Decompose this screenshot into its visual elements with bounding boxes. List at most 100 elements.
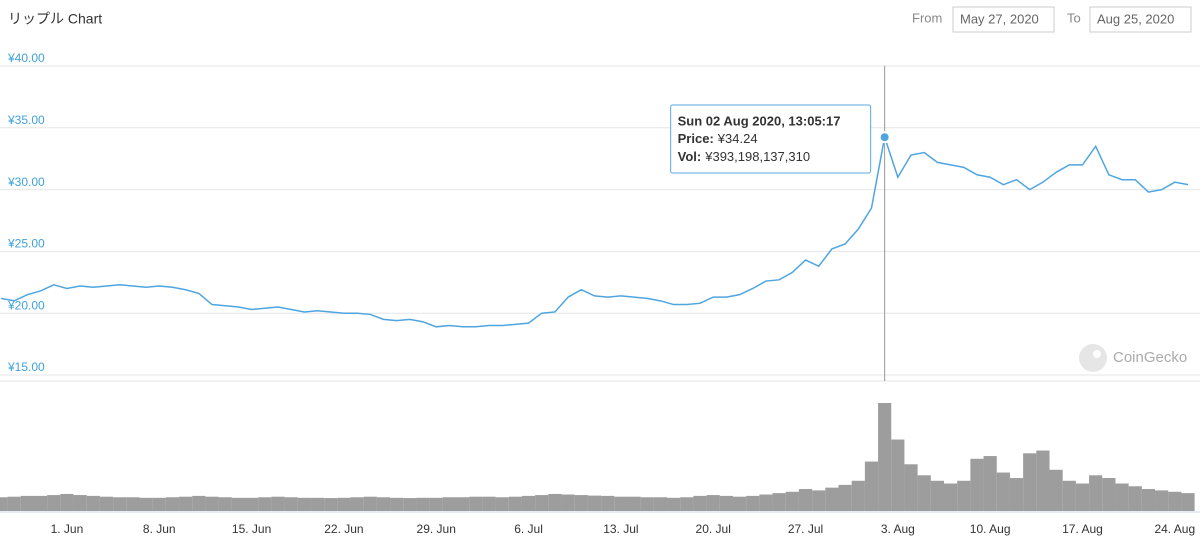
volume-bar (152, 497, 166, 511)
from-date[interactable]: May 27, 2020 (960, 11, 1039, 26)
volume-bar (878, 403, 892, 511)
volume-bar (627, 496, 641, 511)
volume-bar (73, 495, 87, 511)
volume-bar (917, 475, 931, 511)
volume-bar (812, 490, 826, 511)
tooltip: Sun 02 Aug 2020, 13:05:17 Price: ¥34.24 Vol… (670, 104, 872, 174)
volume-bar (1089, 475, 1103, 511)
volume-bar (429, 497, 443, 511)
volume-bar (930, 480, 945, 511)
x-tick-label: 27. Jul (788, 522, 823, 536)
volume-bar (667, 497, 681, 511)
x-tick-label: 20. Jul (696, 522, 731, 536)
volume-bar (983, 456, 997, 511)
volume-bar (416, 497, 430, 511)
x-tick-label: 29. Jun (417, 522, 456, 536)
volume-bar (719, 495, 733, 511)
volume-bar (574, 495, 588, 511)
volume-bar (1036, 450, 1050, 511)
volume-bar (33, 495, 48, 511)
volume-bar (113, 497, 127, 511)
x-tick-label: 1. Jun (51, 522, 84, 536)
volume-bar (1102, 478, 1116, 511)
volume-bar (1009, 478, 1024, 511)
volume-bar (1141, 489, 1156, 511)
volume-bar (271, 496, 285, 511)
tooltip-title: Sun 02 Aug 2020, 13:05:17 (678, 113, 841, 128)
volume-bar (1128, 486, 1142, 511)
volume-bar (0, 497, 8, 511)
volume-bar (205, 496, 219, 511)
tooltip-row-label: Vol: (678, 149, 702, 164)
x-tick-label: 15. Jun (232, 522, 271, 536)
volume-bar (1023, 453, 1037, 511)
volume-bar (746, 495, 760, 511)
from-input[interactable] (952, 6, 1055, 33)
from-label: From (912, 10, 942, 25)
tooltip-row-value: ¥34.24 (717, 131, 758, 146)
volume-bar (957, 480, 971, 511)
tooltip-row-value: ¥393,198,137,310 (704, 149, 810, 164)
volume-bar (20, 495, 34, 511)
volume-bar (310, 497, 325, 511)
watermark-text: CoinGecko (1113, 349, 1187, 366)
volume-bar (258, 497, 272, 511)
tooltip-row: Price: ¥34.24 (678, 131, 758, 146)
x-tick-label: 24. Aug (1154, 522, 1195, 536)
volume-bar (653, 497, 668, 511)
volume-bar (7, 496, 21, 511)
y-tick-label: ¥25.00 (7, 237, 45, 251)
volume-bar (244, 497, 259, 511)
watermark: CoinGecko (1079, 344, 1187, 372)
volume-bar (508, 496, 522, 511)
y-tick-label: ¥35.00 (7, 113, 45, 127)
y-tick-label: ¥40.00 (7, 51, 45, 65)
volume-bar (218, 497, 232, 511)
tooltip-row-label: Price: (678, 131, 714, 146)
volume-bar (772, 493, 786, 511)
x-tick-label: 10. Aug (970, 522, 1011, 536)
volume-bar (944, 483, 958, 511)
volume-bar (904, 464, 918, 511)
volume-bar (390, 497, 404, 511)
volume-bar (1181, 493, 1195, 511)
volume-bar (126, 497, 140, 511)
volume-bar (587, 495, 602, 511)
volume-bar (640, 497, 654, 511)
volume-bar (1155, 490, 1169, 511)
y-tick-label: ¥30.00 (7, 175, 45, 189)
volume-bar (891, 439, 905, 511)
volume-bar (732, 496, 747, 511)
volume-bar (403, 498, 417, 511)
volume-bar (561, 494, 575, 511)
x-tick-label: 6. Jul (514, 522, 543, 536)
to-input[interactable] (1089, 6, 1192, 33)
volume-bar (60, 493, 74, 511)
x-tick-label: 13. Jul (603, 522, 638, 536)
volume-bar (495, 497, 509, 511)
volume-bar (521, 495, 536, 511)
volume-bar (851, 480, 865, 511)
chart-title: リップル Chart (8, 11, 102, 27)
volume-bars (0, 403, 1195, 511)
x-tick-label: 3. Aug (881, 522, 915, 536)
y-tick-label: ¥15.00 (7, 360, 45, 374)
x-tick-label: 8. Jun (143, 522, 176, 536)
volume-bar (1049, 469, 1063, 511)
volume-bar (706, 495, 720, 511)
volume-bar (1168, 491, 1182, 511)
volume-bar (482, 496, 496, 511)
volume-bar (1075, 483, 1090, 511)
volume-bar (297, 497, 311, 511)
x-tick-label: 17. Aug (1062, 522, 1103, 536)
volume-bar (179, 496, 193, 511)
x-tick-label: 22. Jun (324, 522, 363, 536)
volume-bar (350, 497, 364, 511)
to-date[interactable]: Aug 25, 2020 (1097, 11, 1174, 26)
volume-bar (601, 495, 615, 511)
volume-bar (1062, 480, 1076, 511)
volume-bar (86, 495, 100, 511)
volume-bar (363, 496, 377, 511)
volume-bar (337, 497, 351, 511)
tooltip-row: Vol: ¥393,198,137,310 (678, 149, 810, 164)
